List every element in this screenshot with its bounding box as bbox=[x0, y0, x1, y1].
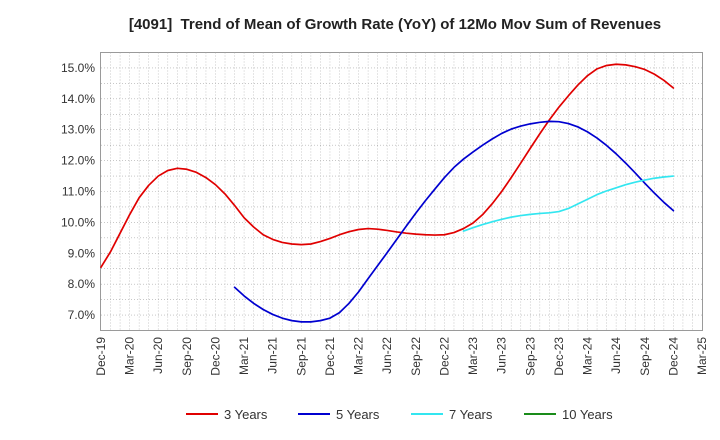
series-line-5-years bbox=[233, 120, 675, 323]
x-tick-label: Dec-20 bbox=[209, 337, 223, 376]
x-tick-label: Dec-21 bbox=[323, 337, 337, 376]
x-tick-label: Sep-21 bbox=[294, 337, 308, 376]
y-tick-label: 11.0% bbox=[62, 185, 95, 199]
y-tick-label: 7.0% bbox=[68, 308, 96, 322]
y-tick-label: 13.0% bbox=[61, 123, 95, 137]
x-tick-label: Mar-24 bbox=[581, 337, 595, 375]
y-tick-label: 14.0% bbox=[61, 92, 95, 106]
legend-label-5-years: 5 Years bbox=[336, 407, 380, 422]
series-line-3-years bbox=[100, 63, 675, 269]
chart-title: [4091] Trend of Mean of Growth Rate (YoY… bbox=[129, 16, 661, 33]
legend-item-3-years: 3 Years bbox=[186, 407, 268, 422]
x-tick-label: Jun-21 bbox=[266, 337, 280, 374]
gridlines bbox=[101, 52, 702, 331]
legend-label-7-years: 7 Years bbox=[449, 407, 493, 422]
legend-label-10-years: 10 Years bbox=[562, 407, 613, 422]
x-tick-label: Dec-23 bbox=[552, 337, 566, 376]
x-tick-label: Dec-24 bbox=[666, 337, 680, 376]
legend: 3 Years 5 Years 7 Years 10 Years bbox=[186, 407, 613, 422]
y-axis-labels: 7.0% 8.0% 9.0% 10.0% 11.0% 12.0% 13.0% 14.0% 15.… bbox=[61, 61, 95, 322]
y-tick-label: 9.0% bbox=[68, 246, 96, 260]
x-tick-label: Mar-25 bbox=[695, 337, 709, 375]
series-lines bbox=[100, 63, 675, 323]
x-tick-label: Jun-24 bbox=[609, 337, 623, 374]
x-tick-label: Sep-24 bbox=[638, 337, 652, 376]
legend-item-7-years: 7 Years bbox=[411, 407, 493, 422]
y-tick-label: 15.0% bbox=[61, 61, 95, 75]
series-line-7-years bbox=[462, 175, 675, 232]
x-axis-labels: Dec-19 Mar-20 Jun-20 Sep-20 Dec-20 Mar-21 Jun-… bbox=[94, 337, 709, 376]
legend-label-3-years: 3 Years bbox=[224, 407, 268, 422]
x-tick-label: Sep-23 bbox=[523, 337, 537, 376]
x-tick-label: Dec-19 bbox=[94, 337, 108, 376]
legend-item-10-years: 10 Years bbox=[524, 407, 613, 422]
x-tick-label: Mar-21 bbox=[237, 337, 251, 375]
x-tick-label: Jun-22 bbox=[380, 337, 394, 374]
x-tick-label: Dec-22 bbox=[437, 337, 451, 376]
x-tick-label: Mar-23 bbox=[466, 337, 480, 375]
x-tick-label: Jun-23 bbox=[495, 337, 509, 374]
x-tick-label: Mar-20 bbox=[123, 337, 137, 375]
y-tick-label: 8.0% bbox=[68, 277, 96, 291]
y-tick-label: 10.0% bbox=[61, 215, 95, 229]
legend-item-5-years: 5 Years bbox=[298, 407, 380, 422]
x-tick-label: Jun-20 bbox=[151, 337, 165, 374]
x-tick-label: Sep-20 bbox=[180, 337, 194, 376]
y-tick-label: 12.0% bbox=[61, 154, 95, 168]
x-tick-label: Mar-22 bbox=[352, 337, 366, 375]
x-tick-label: Sep-22 bbox=[409, 337, 423, 376]
